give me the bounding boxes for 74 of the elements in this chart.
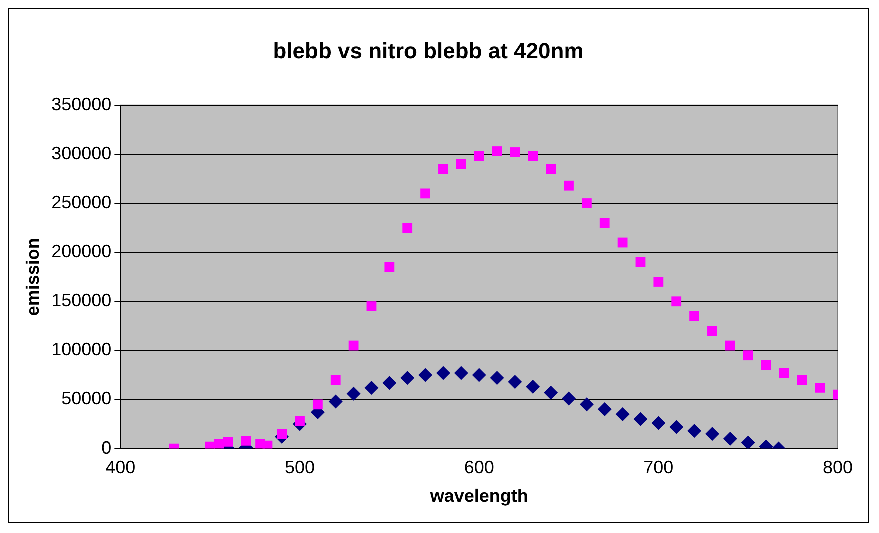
point [492,146,502,156]
point [384,262,395,272]
point [544,386,558,400]
point [474,151,484,162]
y-tick-label: 150000 [52,290,112,311]
y-tick-label: 0 [102,438,112,458]
point [705,427,720,442]
point [580,398,594,412]
point [382,376,397,390]
point [582,198,592,208]
point [364,380,379,395]
x-tick-label: 700 [644,458,674,478]
point [672,296,682,307]
point [508,375,522,390]
point [600,218,610,228]
point [472,368,486,382]
y-tick-label: 300000 [52,143,112,164]
point [690,311,700,322]
x-tick-label: 400 [106,458,136,478]
point [402,223,413,233]
point [618,238,628,248]
point [526,380,540,394]
x-tick-label: 600 [464,458,494,478]
x-tick-label: 800 [822,458,854,478]
y-tick-label: 200000 [52,242,112,262]
point [761,360,772,370]
point [366,302,377,312]
point [438,164,448,174]
point [564,180,574,191]
point [328,394,343,409]
y-tick-label: 50000 [62,388,112,409]
point [634,412,648,426]
point [510,148,520,158]
point [636,257,646,268]
point [708,326,718,336]
point [295,416,305,426]
point [348,340,359,351]
point [725,340,736,351]
point [654,277,664,287]
point [815,383,826,393]
point [598,402,612,417]
point [330,375,341,386]
point [652,416,666,430]
point [743,350,754,361]
point [797,375,808,386]
point [262,440,273,449]
point [420,188,430,199]
point [723,432,738,446]
point [741,436,756,449]
y-tick-label: 350000 [52,94,112,114]
point [436,366,450,380]
point [241,436,252,446]
point [490,371,504,386]
point [277,429,288,440]
point [616,407,630,422]
point [223,436,234,447]
point [456,159,466,170]
point [546,164,556,174]
x-axis-title: wavelength [429,486,528,506]
point [346,386,361,401]
x-tick-label: 500 [284,458,316,478]
point [779,368,790,378]
point [454,366,468,380]
y-tick-label: 250000 [52,192,112,212]
point [670,420,684,434]
point [418,368,433,382]
y-tick-label: 100000 [52,340,112,360]
point [562,392,576,406]
point [688,424,702,438]
point [400,371,415,386]
chart-title: blebb vs nitro blebb at 420nm [273,38,584,64]
point [312,400,323,410]
point [528,151,538,162]
y-axis-title: emission [22,238,43,316]
